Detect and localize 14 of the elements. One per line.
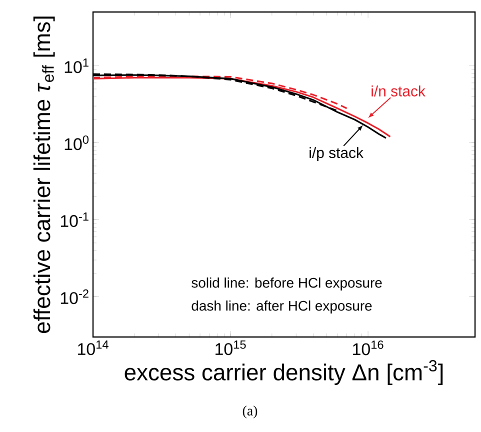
annotation: dash line: after HCl exposure <box>192 300 372 314</box>
x-tick-label: 10$^{16}$ <box>353 340 384 356</box>
y-axis-title: effective carrier lifetime τ$_{eff}$ [ms] <box>33 16 55 334</box>
text: (a) <box>242 406 258 418</box>
y-tick-label: 10$^{1}$ <box>64 58 88 74</box>
annotation: solid line: before HCl exposure <box>192 277 382 290</box>
x-tick-label: 10$^{15}$ <box>216 340 246 356</box>
x-axis-title: excess carrier density Δn [cm$^{-3}$] <box>124 360 443 386</box>
x-tick-label: 10$^{14}$ <box>78 340 108 356</box>
annotation: i/p stack <box>310 147 364 162</box>
annotation: i/n stack <box>372 86 426 96</box>
y-tick-label: 10$^{0}$ <box>64 135 89 150</box>
y-tick-label: 10$^{-2}$ <box>60 289 88 304</box>
y-tick-label: 10$^{-1}$ <box>60 212 88 228</box>
